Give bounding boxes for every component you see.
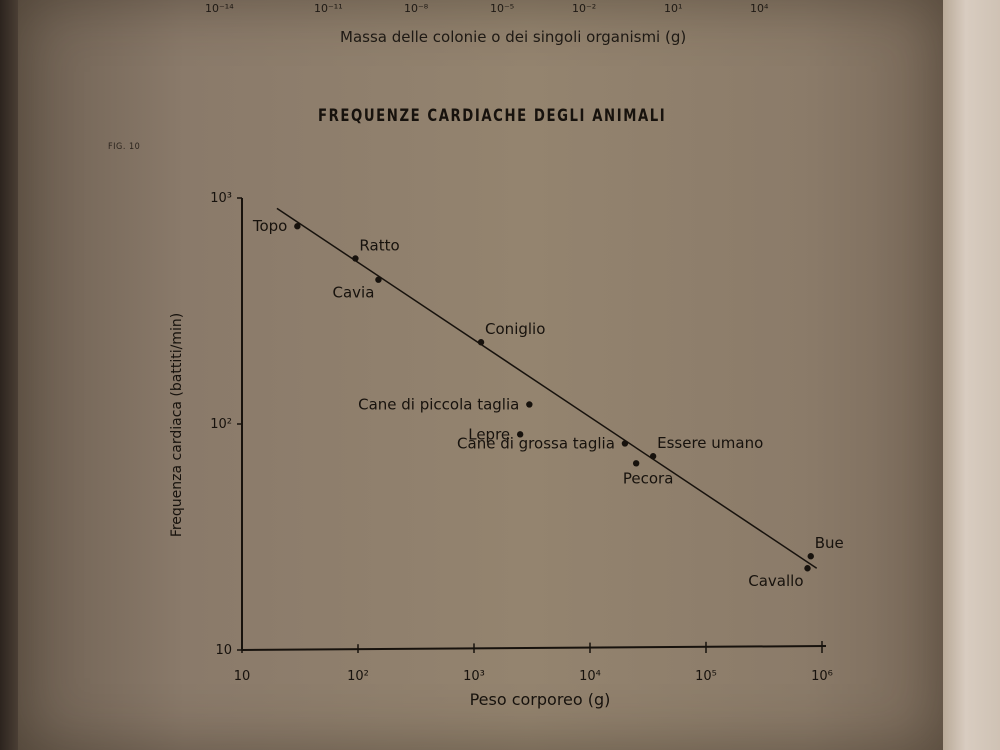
data-point bbox=[516, 431, 524, 438]
data-point bbox=[526, 401, 533, 408]
data-point bbox=[294, 223, 301, 230]
data-label: Cavia bbox=[333, 284, 375, 302]
page-edge bbox=[943, 0, 1000, 750]
data-label: Cavallo bbox=[748, 572, 803, 590]
data-point bbox=[477, 339, 485, 346]
page-gutter-shadow bbox=[0, 0, 18, 750]
top-tick-label: 10⁻¹¹ bbox=[314, 2, 343, 15]
top-axis-title: Massa delle colonie o dei singoli organi… bbox=[340, 28, 687, 46]
data-point bbox=[807, 553, 814, 560]
top-axis-ticks: 10⁻¹⁴ 10⁻¹¹ 10⁻⁸ 10⁻⁵ 10⁻² 10¹ 10⁴ bbox=[0, 0, 1000, 24]
top-tick-label: 10¹ bbox=[664, 2, 683, 15]
data-label: Bue bbox=[815, 534, 844, 552]
data-label: Lepre bbox=[468, 425, 510, 443]
data-label: Cane di grossa taglia bbox=[457, 434, 615, 452]
data-point bbox=[649, 453, 657, 460]
data-label: Cane di piccola taglia bbox=[358, 395, 519, 413]
chart-title: FREQUENZE CARDIACHE DEGLI ANIMALI bbox=[318, 106, 667, 126]
book-page bbox=[18, 0, 943, 750]
top-tick-label: 10⁻⁵ bbox=[490, 2, 515, 15]
top-tick-label: 10⁻¹⁴ bbox=[205, 2, 234, 15]
data-label: Essere umano bbox=[657, 434, 763, 452]
top-tick-label: 10⁻² bbox=[572, 2, 597, 15]
x-tick-label: 10 bbox=[234, 669, 251, 684]
x-tick-label: 10⁶ bbox=[811, 669, 833, 684]
x-tick-label: 10³ bbox=[463, 669, 485, 684]
data-label: Ratto bbox=[359, 236, 399, 254]
y-axis-title: Frequenza cardiaca (battiti/min) bbox=[169, 313, 185, 537]
x-tick-label: 10² bbox=[347, 669, 369, 684]
data-points-group: Topo Ratto Cavia Coniglio Cane di piccola ta… bbox=[252, 217, 844, 590]
trendline bbox=[276, 207, 818, 569]
chart-axes: 10 10² 10³ 10⁴ 10⁵ 10⁶ 10 10² 10³ Peso corporeo (… bbox=[169, 191, 833, 709]
top-tick-label: 10⁻⁸ bbox=[404, 2, 429, 15]
data-label: Pecora bbox=[623, 469, 674, 487]
data-point bbox=[632, 460, 640, 467]
data-label: Coniglio bbox=[485, 320, 545, 338]
y-tick-label: 10³ bbox=[210, 191, 232, 206]
x-axis-title: Peso corporeo (g) bbox=[470, 690, 611, 709]
top-tick-label: 10⁴ bbox=[750, 2, 769, 15]
data-label: Topo bbox=[252, 217, 288, 235]
y-tick-label: 10 bbox=[215, 643, 232, 658]
figure-label: FIG. 10 bbox=[108, 142, 141, 152]
data-point bbox=[621, 440, 629, 447]
data-point bbox=[352, 255, 359, 262]
data-point bbox=[375, 276, 382, 283]
x-axis-line bbox=[241, 645, 827, 651]
x-tick-label: 10⁴ bbox=[579, 669, 601, 684]
y-tick-label: 10² bbox=[210, 417, 232, 432]
trendline-group bbox=[276, 207, 818, 569]
data-point bbox=[804, 565, 811, 572]
x-tick-label: 10⁵ bbox=[695, 669, 717, 684]
